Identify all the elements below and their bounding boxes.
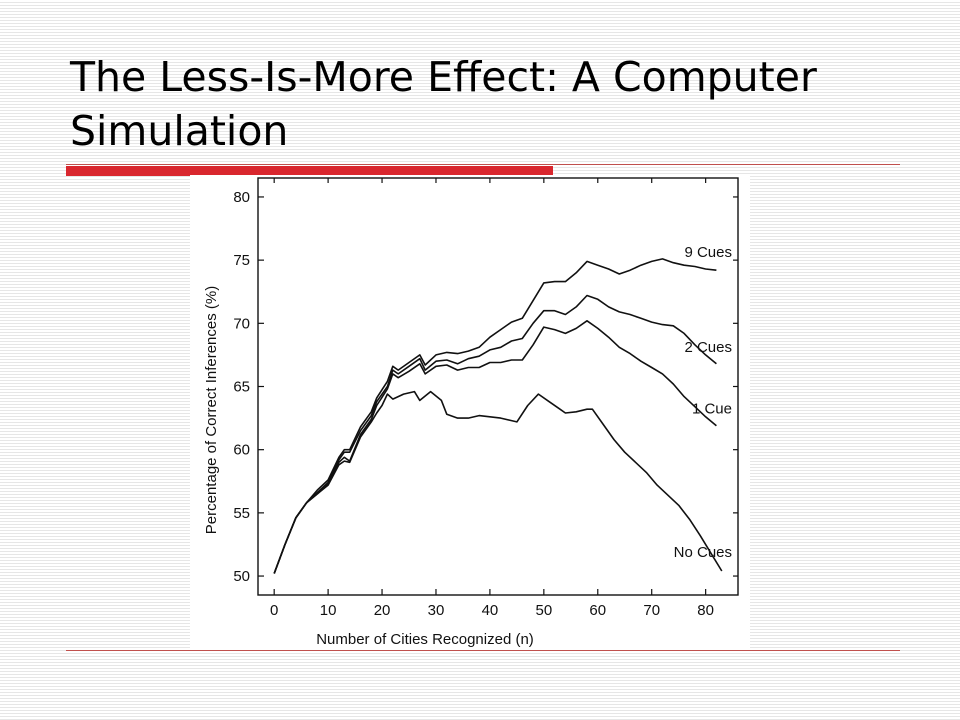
x-tick-label: 40 [482, 602, 499, 619]
x-tick-label: 80 [697, 602, 714, 619]
slide-title: The Less-Is-More Effect: A Computer Simu… [70, 53, 817, 155]
y-tick-label: 60 [233, 442, 250, 459]
series-line-no-cues [273, 390, 723, 574]
title-underline-thin [66, 164, 900, 165]
series-label-9-cues: 9 Cues [684, 244, 732, 261]
series-label-no-cues: No Cues [674, 544, 732, 561]
series-label-2-cues: 2 Cues [684, 339, 732, 356]
y-tick-label: 55 [233, 505, 250, 522]
chart-container: 0 10 20 30 40 50 60 70 80 50 55 60 65 70 75 80 9 Cues 2 … [190, 175, 750, 650]
x-tick-label: 50 [535, 602, 552, 619]
y-tick-label: 80 [233, 189, 250, 206]
axes: 0 10 20 30 40 50 60 70 80 50 55 60 65 70 75 80 [233, 177, 739, 619]
series-line-1-cue [273, 320, 717, 574]
title-underline-accent [66, 166, 553, 176]
series-line-9-cues [273, 258, 717, 574]
x-tick-label: 70 [643, 602, 660, 619]
x-tick-label: 30 [428, 602, 445, 619]
line-chart: 0 10 20 30 40 50 60 70 80 50 55 60 65 70 75 80 9 Cues 2 … [203, 177, 739, 648]
y-tick-label: 70 [233, 315, 250, 332]
y-tick-label: 75 [233, 252, 250, 269]
plot-frame [257, 177, 739, 596]
x-tick-label: 10 [320, 602, 337, 619]
series-line-2-cues [273, 294, 717, 574]
y-tick-label: 50 [233, 568, 250, 585]
x-axis-label: Number of Cities Recognized (n) [316, 631, 534, 648]
x-tick-label: 60 [589, 602, 606, 619]
series-label-1-cue: 1 Cue [692, 401, 732, 418]
bottom-rule [66, 650, 900, 651]
series-labels: 9 Cues 2 Cues 1 Cue No Cues [674, 244, 732, 561]
y-tick-label: 65 [233, 379, 250, 396]
x-tick-label: 0 [270, 602, 278, 619]
x-tick-label: 20 [374, 602, 391, 619]
series-lines [273, 258, 723, 574]
y-axis-label: Percentage of Correct Inferences (%) [203, 286, 220, 534]
